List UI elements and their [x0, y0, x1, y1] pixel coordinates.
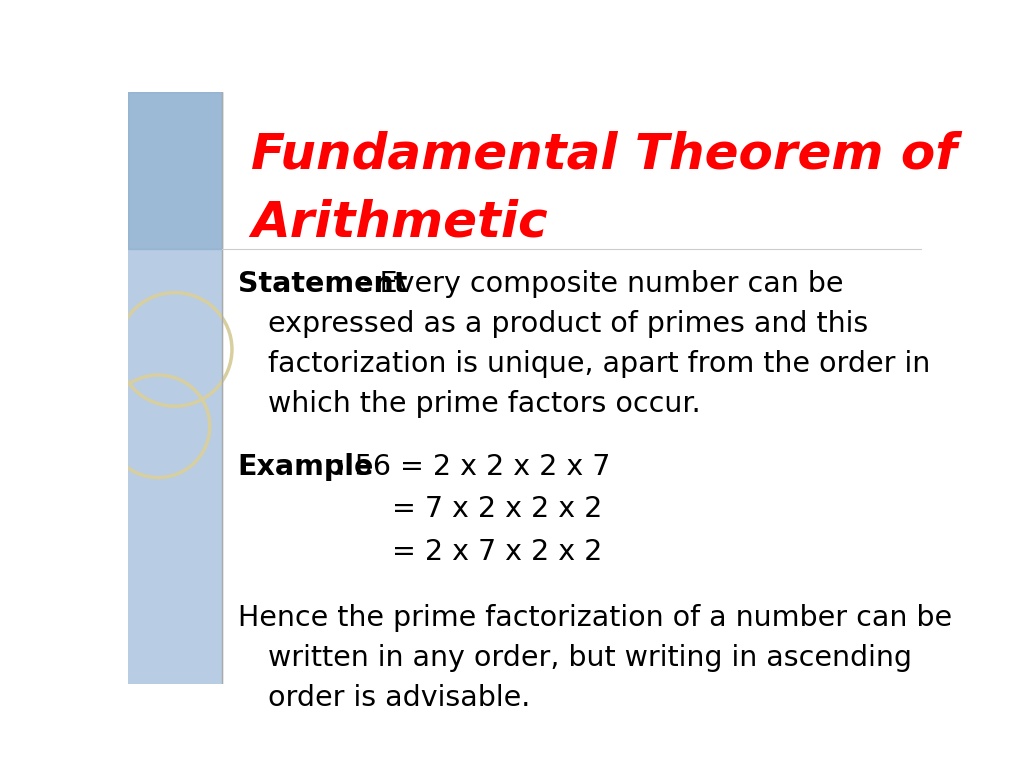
Text: : 56 = 2 x 2 x 2 x 7: : 56 = 2 x 2 x 2 x 7: [327, 453, 610, 481]
Bar: [128, 92, 221, 684]
Text: Arithmetic: Arithmetic: [251, 199, 548, 247]
Bar: [128, 92, 221, 249]
Text: Fundamental Theorem of: Fundamental Theorem of: [251, 131, 957, 179]
Text: Hence the prime factorization of a number can be: Hence the prime factorization of a numbe…: [238, 604, 951, 632]
Text: = 7 x 2 x 2 x 2: = 7 x 2 x 2 x 2: [392, 495, 603, 524]
Text: factorization is unique, apart from the order in: factorization is unique, apart from the …: [267, 350, 930, 378]
Text: expressed as a product of primes and this: expressed as a product of primes and thi…: [267, 310, 868, 338]
Text: written in any order, but writing in ascending: written in any order, but writing in asc…: [267, 644, 911, 672]
Text: Example: Example: [238, 453, 374, 481]
Text: which the prime factors occur.: which the prime factors occur.: [267, 390, 700, 419]
Text: : Every composite number can be: : Every composite number can be: [352, 270, 844, 297]
Text: = 2 x 7 x 2 x 2: = 2 x 7 x 2 x 2: [392, 538, 603, 566]
Text: Statement: Statement: [238, 270, 407, 297]
Text: order is advisable.: order is advisable.: [267, 684, 530, 712]
